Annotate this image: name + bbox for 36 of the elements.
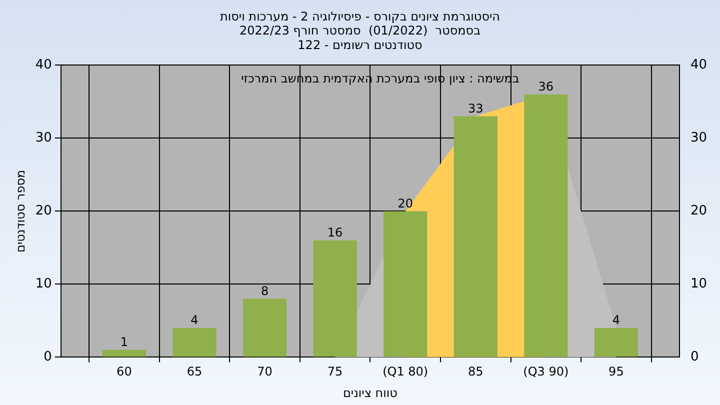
y2-tick-label: 30 [690,130,708,146]
bar [102,350,146,357]
text: בסמסטר (01/2022) סמסטר חורף 2022/23 [239,24,481,38]
y2-tick-label: 40 [690,58,708,73]
y-tick-label: 20 [35,204,52,219]
y2-tick-label: 10 [690,276,708,292]
x-tick-label: 65 [186,364,202,379]
data-label: 4 [190,313,198,328]
y2-tick-label: 0 [690,350,699,365]
bar [172,328,216,357]
text: סטודנטים רשומים - 122 [298,38,422,52]
x-tick-label: 75 [327,364,343,379]
x-tick-label: 85 [468,364,484,379]
x-axis-title: טווח ציונים [342,386,398,400]
x-tick-label: (Q1 80) [382,364,428,379]
x-tick-label: (Q3 90) [523,364,569,379]
y-tick-label: 0 [44,350,52,365]
x-tick-label: 70 [257,364,272,379]
y-axis-title: מספר סטודנטים [13,170,28,253]
text: היסטוגרמת ציונים בקורס - פיסיולוגיה 2 - מערכות ויסות [220,9,500,24]
data-label: 1 [120,335,128,350]
y-tick-label: 40 [35,58,52,73]
data-label: 33 [468,101,484,116]
data-label: 16 [327,226,343,240]
data-label: 8 [260,284,269,298]
bar [242,298,287,357]
bar [454,116,498,357]
x-tick-label: 60 [116,364,132,379]
data-label: 20 [398,196,413,210]
y2-tick-label: 20 [690,204,708,219]
data-label: 4 [612,313,620,328]
x-tick-label: 95 [608,364,624,379]
bar [594,328,638,357]
y-tick-label: 30 [35,130,52,146]
y-tick-label: 10 [35,276,52,292]
data-label: 36 [538,80,554,94]
